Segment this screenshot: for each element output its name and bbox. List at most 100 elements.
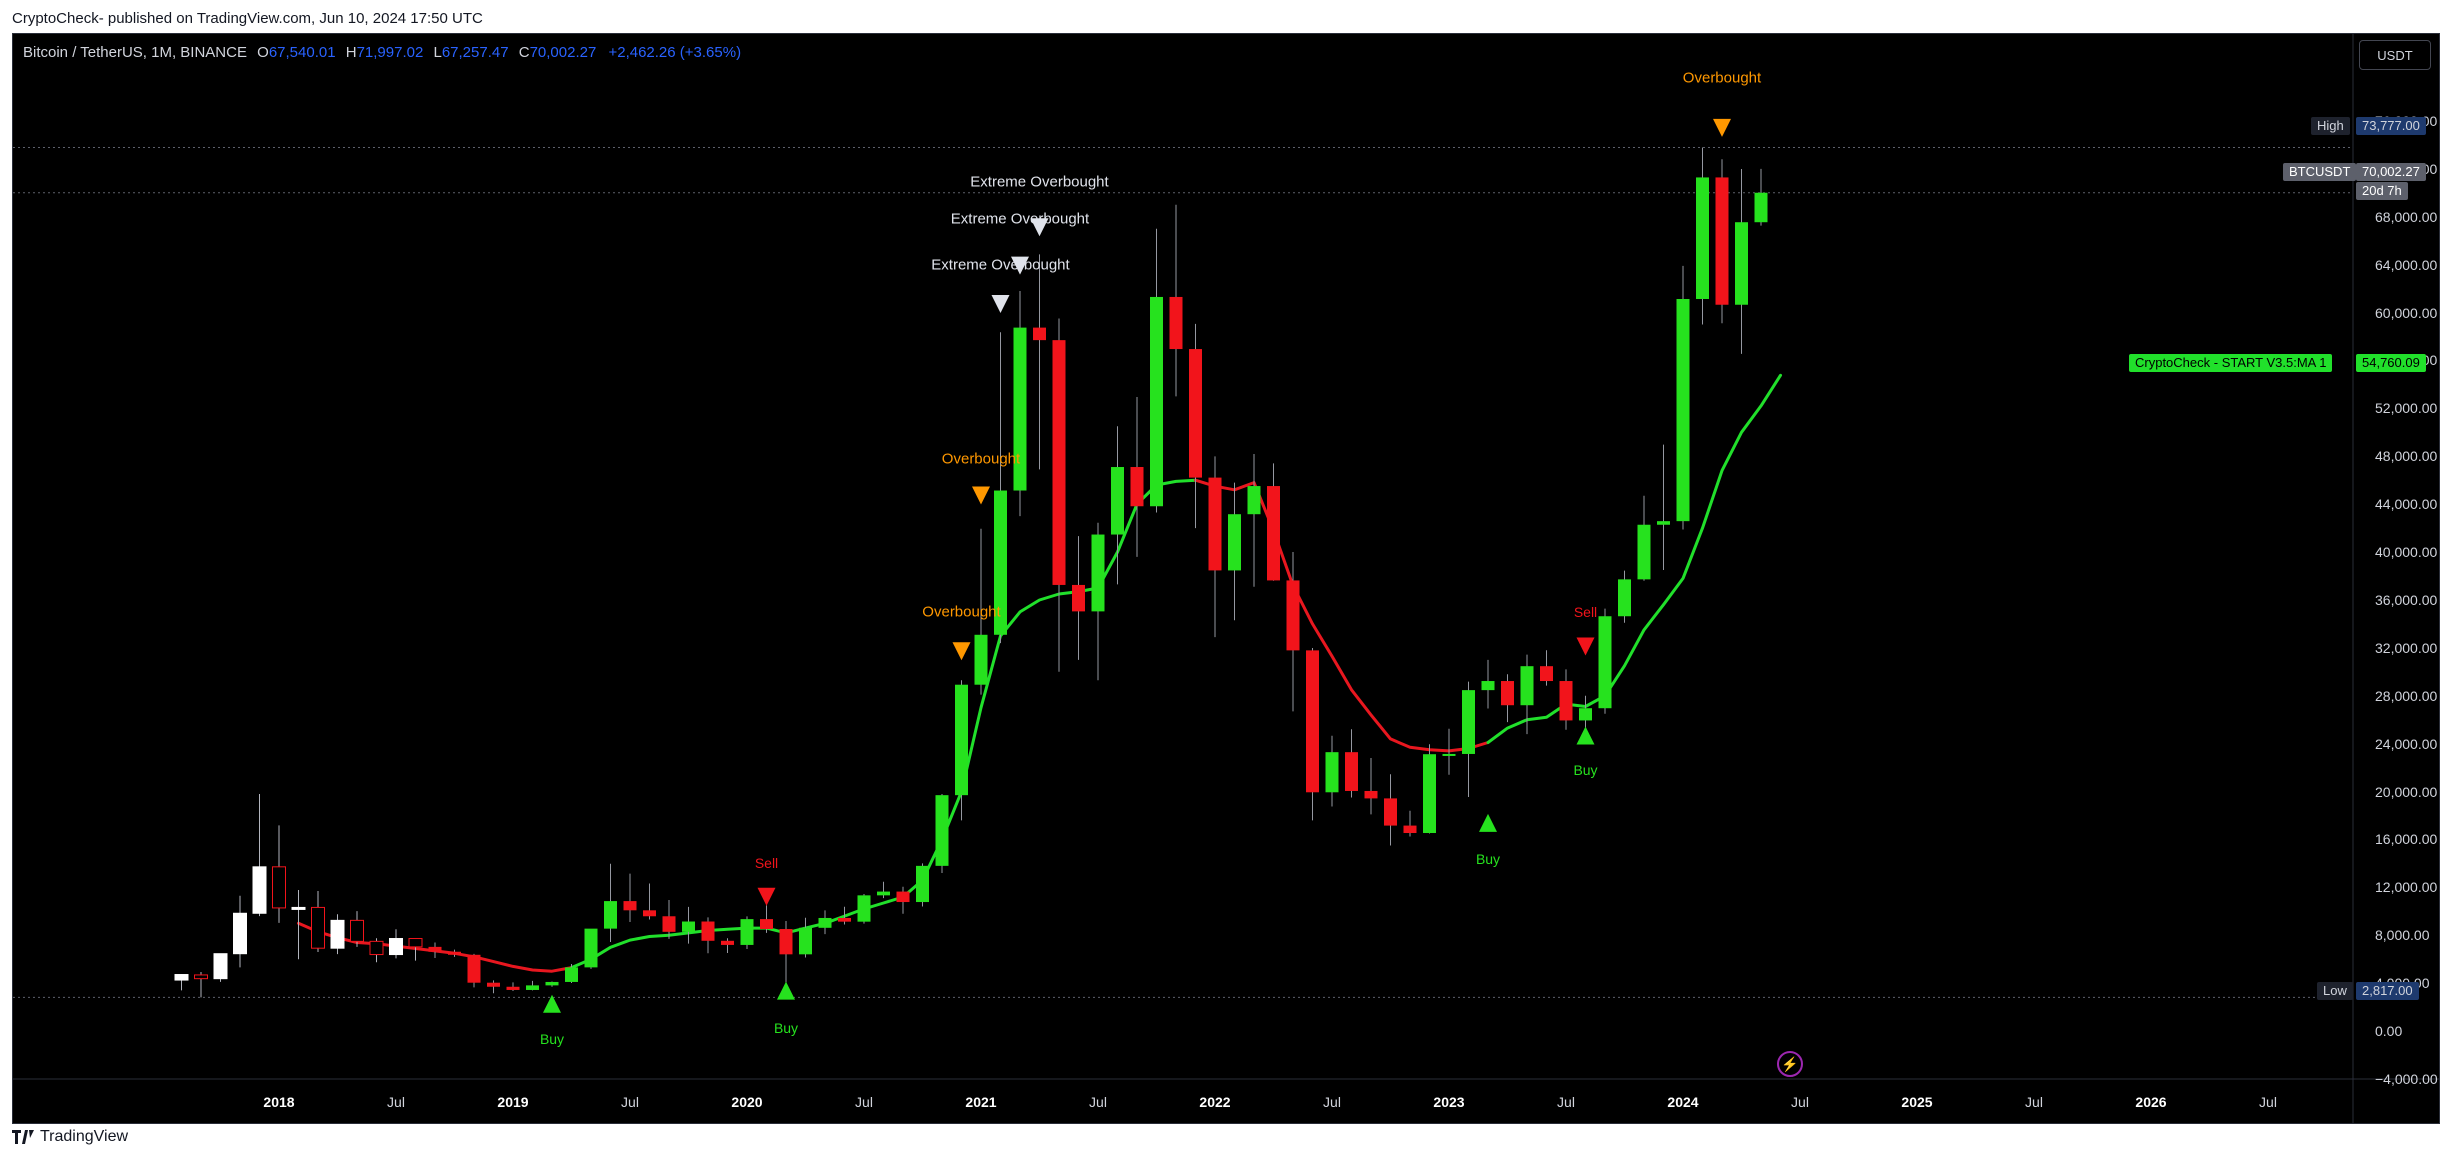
ma-line-segment (784, 590, 1080, 935)
x-tick-label: Jul (1557, 1094, 1575, 1110)
x-tick-label: 2025 (1901, 1094, 1933, 1110)
overbought-signal-marker (952, 642, 971, 661)
x-tick-label: 2020 (731, 1094, 763, 1110)
sell-signal-marker (757, 887, 776, 906)
overbought-signal-label: Overbought (1682, 69, 1762, 87)
candle-body (896, 891, 910, 903)
ma-line-segment (570, 926, 788, 970)
x-tick-label: 2023 (1433, 1094, 1465, 1110)
candle-body (935, 795, 949, 866)
candle-body (487, 982, 500, 987)
candle-body (1013, 327, 1027, 491)
candle-body (1247, 486, 1261, 515)
candle-body (1481, 681, 1495, 691)
buy-signal-marker (543, 994, 561, 1013)
candle-body (838, 917, 851, 922)
symbol-title: Bitcoin / TetherUS, 1M, BINANCE (23, 44, 247, 61)
lightning-icon[interactable]: ⚡ (1777, 1051, 1803, 1077)
tradingview-logo-icon (12, 1130, 34, 1144)
y-tick-label: 0.00 (2375, 1023, 2403, 1040)
x-tick-label: Jul (855, 1094, 873, 1110)
y-tick-label: 64,000.00 (2375, 256, 2438, 273)
extreme-signal-label: Extreme Overbought (950, 210, 1090, 228)
candle-body (252, 866, 267, 914)
y-tick-label: 8,000.00 (2375, 927, 2430, 944)
buy-signal-label: Buy (539, 1031, 565, 1048)
candle-body (1579, 708, 1592, 721)
candle-body (1676, 298, 1690, 522)
candle-body (857, 895, 871, 922)
candle-body (1520, 666, 1534, 706)
candle-body (1442, 753, 1456, 756)
low-tag-value: 2,817.00 (2356, 982, 2419, 1000)
extreme-signal-marker (1011, 256, 1029, 275)
currency-button[interactable]: USDT (2359, 40, 2431, 70)
candle-body (194, 974, 208, 980)
candle-body (1384, 798, 1397, 826)
candle-body (330, 919, 345, 949)
footer-brand: TradingView (40, 1128, 129, 1145)
sell-signal-marker (1576, 637, 1595, 656)
candle-body (272, 866, 286, 909)
candle-body (1286, 580, 1300, 651)
symbol-legend[interactable]: Bitcoin / TetherUS, 1M, BINANCE O67,540.… (23, 44, 741, 61)
candle-body (174, 974, 189, 981)
x-tick-label: 2024 (1667, 1094, 1699, 1110)
low-value: 67,257.47 (441, 44, 509, 61)
candle-body (1033, 327, 1046, 341)
x-tick-label: 2022 (1199, 1094, 1231, 1110)
overbought-signal-marker (972, 486, 990, 505)
candle-body (467, 954, 481, 983)
candle-body (1715, 177, 1729, 305)
buy-signal-label: Buy (1573, 762, 1598, 778)
candle-body (1501, 681, 1514, 706)
ma-indicator-tag-value: 54,760.09 (2356, 354, 2426, 372)
candle-body (1345, 752, 1358, 791)
buy-signal-label: Buy (1475, 850, 1501, 867)
ma-line-segment (1194, 478, 1490, 753)
candle-body (1462, 690, 1475, 754)
y-tick-label: 60,000.00 (2375, 304, 2438, 321)
x-tick-label: Jul (1323, 1094, 1341, 1110)
candle-body (1423, 754, 1436, 834)
price-chart[interactable] (13, 34, 2439, 1123)
x-tick-label: 2026 (2135, 1094, 2167, 1110)
candle-body (779, 929, 793, 955)
candle-body (1618, 579, 1631, 617)
buy-signal-marker (777, 981, 795, 1000)
candle-body (1637, 524, 1651, 580)
x-tick-label: Jul (2025, 1094, 2043, 1110)
countdown-tag: 20d 7h (2356, 182, 2408, 200)
candle-body (662, 916, 676, 932)
candle-body (526, 985, 539, 990)
y-tick-label: 20,000.00 (2375, 783, 2438, 800)
candle-body (506, 986, 520, 990)
x-tick-label: Jul (387, 1094, 405, 1110)
high-tag-value: 73,777.00 (2356, 117, 2426, 135)
extreme-signal-label: Extreme Overbought (970, 173, 1109, 191)
y-tick-label: 52,000.00 (2375, 400, 2438, 417)
candle-body (1189, 349, 1202, 478)
candle-body (1091, 534, 1105, 612)
y-tick-label: 48,000.00 (2375, 448, 2438, 465)
candle-body (1403, 825, 1417, 834)
y-tick-label: 68,000.00 (2375, 208, 2438, 225)
candle-body (1754, 192, 1768, 223)
candle-body (233, 912, 247, 955)
buy-signal-marker (1479, 813, 1497, 832)
close-value: 70,002.27 (529, 44, 597, 61)
buy-signal-label: Buy (773, 1019, 799, 1036)
candle-body (740, 919, 754, 945)
chart-frame[interactable]: Bitcoin / TetherUS, 1M, BINANCE O67,540.… (12, 33, 2440, 1124)
candle-body (291, 906, 306, 910)
candle-body (1208, 477, 1222, 571)
candle-body (1735, 222, 1748, 305)
x-tick-label: Jul (621, 1094, 639, 1110)
candle-body (974, 634, 988, 685)
candle-body (760, 919, 773, 930)
candle-body (916, 865, 929, 903)
y-tick-label: 40,000.00 (2375, 544, 2438, 561)
candle-body (1228, 514, 1241, 571)
x-tick-label: 2021 (965, 1094, 997, 1110)
extreme-signal-marker (991, 294, 1010, 313)
